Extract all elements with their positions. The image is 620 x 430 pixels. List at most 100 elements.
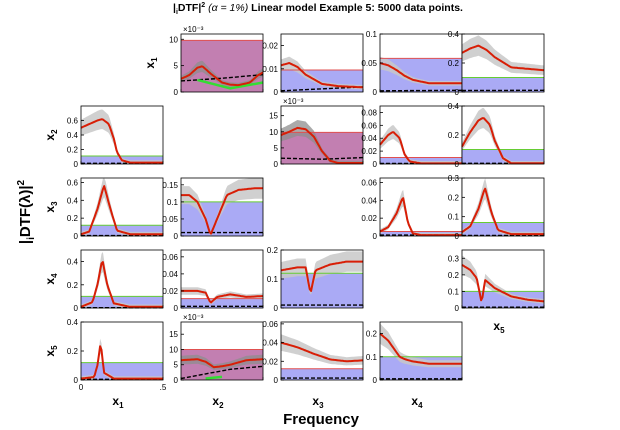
panel-r4-c2: 0 0.02 0.04 0.06 [162, 249, 264, 313]
threshold-region [281, 273, 363, 308]
y-tick-label: 0.1 [448, 213, 460, 222]
y-tick-label: 0.2 [366, 330, 378, 339]
y-tick-label: 0 [373, 160, 378, 169]
row-label-x3: x3 [43, 201, 59, 213]
y-tick-label: 0 [274, 160, 279, 169]
confidence-band [181, 354, 263, 370]
dtf-estimate-line [379, 62, 462, 85]
dtf-estimate-line [379, 332, 462, 365]
significance-marks [205, 375, 223, 380]
y-tick-label: 0.1 [167, 198, 179, 207]
panel-r5-c3: 0 0.02 0.04 0.06 [262, 320, 364, 385]
y-tick-label: 5 [174, 62, 179, 71]
dtf-estimate-line [180, 65, 264, 87]
y-tick-label: 0 [373, 88, 378, 97]
confidence-band [380, 125, 462, 164]
threshold-region [281, 368, 363, 380]
null-distribution-line [180, 73, 264, 82]
threshold-region [380, 157, 462, 164]
panel-r2-c1: 0 0.2 0.4 0.6 [67, 105, 164, 169]
panel-r1-c4: 0 0.05 0.1 [361, 30, 463, 97]
y-tick-label: 0.02 [361, 214, 377, 223]
y-tick-label: 0.04 [262, 339, 278, 348]
threshold-region [181, 298, 263, 308]
y-tick-label: 0.06 [361, 121, 377, 130]
y-tick-label: 0 [455, 160, 460, 169]
panel-frame [379, 321, 463, 381]
column-label-x1: x1 [112, 394, 124, 410]
row-label-x1: x1 [143, 57, 159, 69]
dtf-estimate-line [280, 126, 363, 164]
y-tick-label: 0.05 [162, 215, 178, 224]
panel-r1-c5: 0 0.2 0.4 [448, 30, 545, 97]
y-tick-label: 0.2 [448, 131, 460, 140]
dtf-estimate-line [80, 185, 163, 236]
row-label-x2: x2 [43, 129, 59, 141]
panel-r2-c3: 0 5 10 15 ×10⁻³ [269, 97, 364, 169]
y-tick-label: 15 [269, 112, 278, 121]
dtf-estimate-line [461, 44, 545, 72]
y-tick-label: 0 [373, 232, 378, 241]
panel-r5-c2: 0 5 10 15 ×10⁻³ [169, 313, 264, 385]
x-tick-label: .5 [160, 383, 167, 392]
column-label-x4: x4 [411, 394, 423, 410]
panel-frame [180, 177, 264, 237]
chart-title: |iDTF|2 (α = 1%) Linear model Example 5:… [173, 2, 463, 16]
panel-r3-c1: 0 0.2 0.4 0.6 [67, 177, 164, 241]
dtf-estimate-line [461, 264, 545, 303]
panel-frame [180, 249, 264, 309]
panel-frame [461, 249, 545, 309]
confidence-band [81, 109, 163, 164]
y-tick-label: 0.02 [262, 42, 278, 51]
y-tick-label: 0 [455, 304, 460, 313]
panel-frame [280, 105, 364, 165]
y-tick-label: 0.15 [162, 181, 178, 190]
y-tick-label: 0.01 [262, 65, 278, 74]
column-label-x3: x3 [312, 394, 324, 410]
y-tick-label: 0.04 [361, 134, 377, 143]
y-axis-exponent: ×10⁻³ [183, 25, 204, 34]
panel-frame [280, 321, 364, 381]
y-tick-label: 0 [174, 88, 179, 97]
y-tick-label: 0.06 [262, 320, 278, 329]
dtf-estimate-line [461, 187, 544, 236]
y-tick-label: 0.4 [448, 30, 460, 39]
y-tick-label: 5 [274, 144, 279, 153]
y-tick-label: 0.4 [67, 258, 79, 267]
y-tick-label: 0.02 [361, 147, 377, 156]
y-tick-label: 0.08 [361, 108, 377, 117]
y-tick-label: 10 [269, 128, 278, 137]
dtf-estimate-line [379, 131, 462, 165]
dtf-estimate-line [80, 345, 163, 380]
confidence-band [281, 334, 363, 366]
dtf-estimate-line [180, 358, 264, 369]
y-tick-label: 0 [274, 376, 279, 385]
y-axis-label: |iDTF(λ)|2 [16, 179, 37, 244]
y-tick-label: 0 [174, 376, 179, 385]
panel-r4-c5: 0 0.1 0.2 0.3 [448, 249, 545, 313]
row-label-x5: x5 [43, 345, 59, 357]
confidence-band [281, 120, 363, 164]
y-tick-label: 0 [74, 304, 79, 313]
panel-frame [180, 33, 264, 93]
y-tick-label: 0.2 [67, 146, 79, 155]
y-tick-label: 0 [174, 304, 179, 313]
panel-background [380, 178, 462, 236]
panel-r4-c3: 0 0.1 0.2 [267, 246, 364, 313]
y-tick-label: 0 [455, 88, 460, 97]
y-tick-label: 0 [455, 232, 460, 241]
threshold-region [462, 77, 544, 92]
panel-r1-c3: 0 0.01 0.02 [262, 33, 364, 97]
dtf-estimate-line [280, 260, 363, 292]
y-tick-label: 0.1 [448, 287, 460, 296]
panel-r1-c2: 0 5 10 ×10⁻³ [169, 25, 264, 97]
panel-r2-c5: 0 0.2 0.4 [448, 102, 545, 169]
y-tick-label: 0.2 [67, 214, 79, 223]
y-tick-label: 0.04 [361, 196, 377, 205]
y-tick-label: 0.06 [361, 178, 377, 187]
panel-frame [280, 33, 364, 93]
y-tick-label: 0 [373, 376, 378, 385]
confidence-band [462, 255, 544, 304]
y-tick-label: 0.2 [67, 281, 79, 290]
y-tick-label: 0 [74, 160, 79, 169]
